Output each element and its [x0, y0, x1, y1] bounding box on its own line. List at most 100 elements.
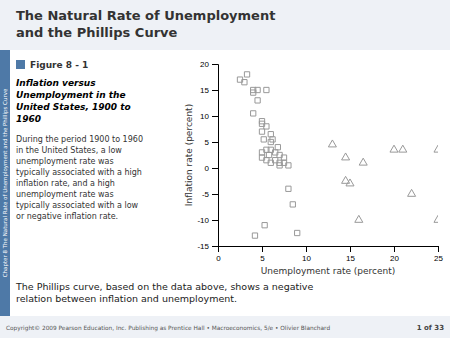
x-tick-mark — [438, 246, 439, 252]
description-line: typically associated with a high — [16, 168, 142, 177]
series-square — [237, 72, 299, 238]
point-square — [262, 223, 267, 228]
y-tick-mark — [212, 90, 218, 91]
point-square — [264, 124, 269, 129]
y-tick: 5 — [205, 138, 218, 147]
point-triangle — [359, 158, 367, 165]
y-tick: 10 — [200, 112, 218, 121]
x-tick-label: 15 — [346, 254, 355, 263]
point-square — [275, 145, 280, 150]
point-square — [259, 129, 264, 134]
x-tick: 0 — [216, 246, 221, 263]
point-square — [286, 186, 291, 191]
copyright: Copyright© 2009 Pearson Education, Inc. … — [6, 325, 330, 332]
description-line: unemployment rate was — [16, 157, 114, 166]
x-axis-line — [219, 247, 439, 253]
copyright-line: Copyright© 2009 Pearson Education, Inc. … — [6, 325, 330, 332]
series-triangle — [328, 140, 438, 222]
y-axis: -15-10-505101520 — [197, 60, 218, 251]
point-square — [255, 87, 260, 92]
title-line: The Natural Rate of Unemployment — [16, 8, 275, 23]
y-tick-label: -10 — [197, 216, 209, 225]
point-triangle — [355, 215, 363, 222]
title-band — [0, 0, 450, 50]
plot-area — [237, 72, 438, 238]
point-square — [255, 98, 260, 103]
y-axis-line — [212, 65, 219, 247]
y-axis-title: Inflation rate (percent) — [184, 104, 194, 206]
x-tick-label: 25 — [434, 254, 443, 263]
y-tick-mark — [212, 168, 218, 169]
x-tick: 25 — [434, 246, 443, 263]
point-square — [261, 137, 266, 142]
figure-label-line: Figure 8 - 1 — [30, 60, 88, 70]
point-triangle — [390, 145, 398, 152]
x-tick: 20 — [390, 246, 399, 263]
point-square — [270, 137, 275, 142]
point-square — [266, 152, 271, 157]
footer-band — [0, 316, 450, 338]
point-square — [295, 230, 300, 235]
point-triangle — [434, 145, 438, 152]
page-text-line: 1 of 33 — [417, 324, 444, 332]
point-triangle — [399, 145, 407, 152]
figure-title-line: United States, 1900 to — [16, 102, 131, 112]
description-line: inflation rate, and a high — [16, 179, 115, 188]
y-tick: 15 — [200, 86, 218, 95]
figure-title-line: Inflation versus — [16, 78, 96, 88]
y-tick-label: 15 — [200, 86, 209, 95]
y-tick-mark — [212, 194, 218, 195]
point-square — [281, 155, 286, 160]
point-triangle — [342, 153, 350, 160]
description: During the period 1900 to 1960 in the Uni… — [16, 135, 143, 221]
y-tick-mark — [212, 246, 218, 247]
figure-title: Inflation versus Unemployment in the Unite… — [16, 78, 131, 124]
y-tick-label: 20 — [200, 60, 209, 69]
description-line: in the United States, a low — [16, 146, 122, 155]
point-triangle — [328, 140, 336, 147]
y-tick: -10 — [197, 216, 218, 225]
page-text: 1 of 33 — [417, 324, 444, 332]
x-tick-label: 5 — [260, 254, 265, 263]
point-square — [286, 163, 291, 168]
x-axis-title: Unemployment rate (percent) — [261, 266, 396, 276]
y-tick: 20 — [200, 60, 218, 69]
figure-label: Figure 8 - 1 — [30, 60, 88, 70]
y-tick: -15 — [197, 242, 218, 251]
title-line: and the Phillips Curve — [16, 25, 178, 40]
figure-icon — [16, 60, 25, 69]
x-tick-mark — [394, 246, 395, 252]
point-square — [242, 80, 247, 85]
y-tick-mark — [212, 142, 218, 143]
y-tick-label: -15 — [197, 242, 209, 251]
y-tick-mark — [212, 116, 218, 117]
bottom-text-line: The Phillips curve, based on the data ab… — [15, 281, 313, 292]
x-tick: 15 — [346, 246, 355, 263]
description-line: or negative inflation rate. — [16, 212, 118, 221]
point-square — [259, 119, 264, 124]
bottom-text-line: relation between inflation and unemploym… — [16, 293, 237, 304]
x-tick-mark — [306, 246, 307, 252]
y-tick: -5 — [202, 190, 218, 199]
description-line: unemployment rate was — [16, 190, 114, 199]
page: The Natural Rate of Unemployment and the … — [0, 0, 450, 338]
x-tick-label: 20 — [390, 254, 399, 263]
point-triangle — [434, 215, 438, 222]
figure-title-line: Unemployment in the — [16, 90, 126, 100]
y-tick-mark — [212, 64, 218, 65]
point-triangle — [408, 189, 416, 196]
point-square — [290, 202, 295, 207]
description-line: During the period 1900 to 1960 — [16, 135, 143, 144]
sidebar — [0, 50, 10, 316]
x-tick-mark — [350, 246, 351, 252]
y-tick-mark — [212, 220, 218, 221]
x-tick-mark — [262, 246, 263, 252]
point-square — [252, 233, 257, 238]
y-tick-label: 5 — [205, 138, 210, 147]
x-tick: 10 — [302, 246, 311, 263]
point-square — [251, 111, 256, 116]
y-tick-label: 10 — [200, 112, 209, 121]
x-axis: 0 5 10 15 20 25 — [216, 246, 443, 263]
point-square — [244, 72, 249, 77]
x-tick: 5 — [260, 246, 265, 263]
